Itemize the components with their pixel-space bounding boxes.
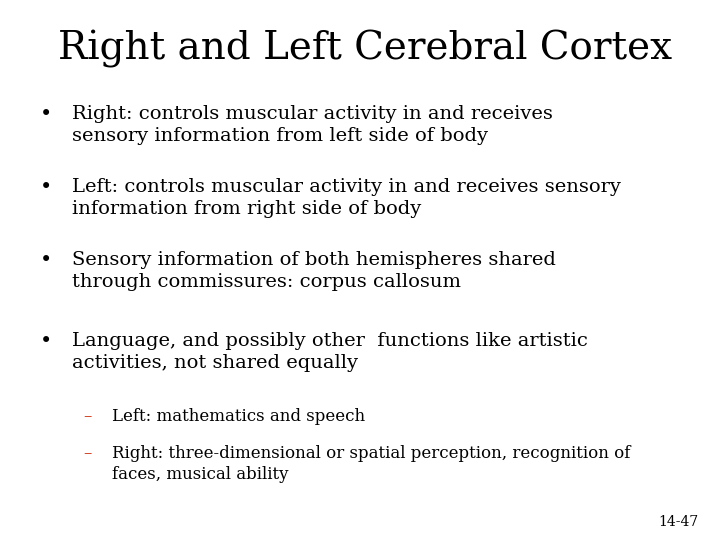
Text: –: –: [83, 408, 91, 424]
Text: Right: controls muscular activity in and receives
sensory information from left : Right: controls muscular activity in and…: [72, 105, 553, 145]
Text: •: •: [40, 251, 52, 270]
Text: •: •: [40, 332, 52, 351]
Text: 14-47: 14-47: [658, 515, 698, 529]
Text: Right: three-dimensional or spatial perception, recognition of
faces, musical ab: Right: three-dimensional or spatial perc…: [112, 446, 630, 483]
Text: Right and Left Cerebral Cortex: Right and Left Cerebral Cortex: [58, 30, 672, 68]
Text: Sensory information of both hemispheres shared
through commissures: corpus callo: Sensory information of both hemispheres …: [72, 251, 556, 291]
Text: •: •: [40, 178, 52, 197]
Text: •: •: [40, 105, 52, 124]
Text: –: –: [83, 446, 91, 462]
Text: Left: controls muscular activity in and receives sensory
information from right : Left: controls muscular activity in and …: [72, 178, 621, 218]
Text: Left: mathematics and speech: Left: mathematics and speech: [112, 408, 365, 424]
Text: Language, and possibly other  functions like artistic
activities, not shared equ: Language, and possibly other functions l…: [72, 332, 588, 372]
